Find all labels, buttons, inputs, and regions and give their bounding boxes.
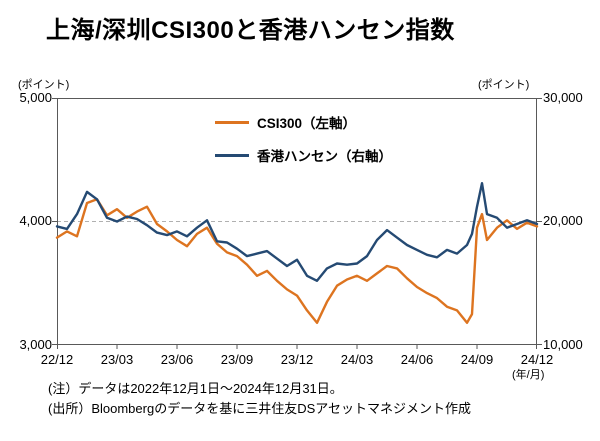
line-CSI300	[55, 198, 539, 324]
x-axis-tick: 24/09	[460, 352, 494, 367]
right-axis-tick: 20,000	[543, 213, 583, 228]
legend-label: 香港ハンセン（右軸）	[257, 149, 392, 164]
hangseng-line-swatch	[215, 153, 249, 157]
x-axis-tick: 23/06	[160, 352, 194, 367]
series-lines	[55, 182, 539, 324]
x-axis-tick: 23/03	[100, 352, 134, 367]
right-axis-tick: 30,000	[543, 90, 583, 105]
footnote-source: (出所）Bloombergのデータを基に三井住友DSアセットマネジメント作成	[48, 401, 471, 416]
x-axis-tick: 23/09	[220, 352, 254, 367]
right-axis-unit-label: (ポイント)	[478, 79, 530, 91]
page-title: 上海/深圳CSI300と香港ハンセン指数	[46, 17, 455, 44]
plot-area	[52, 98, 542, 349]
left-axis-tick: 3,000	[19, 337, 52, 352]
legend-item-hangseng: 香港ハンセン（右軸）	[215, 146, 392, 164]
x-axis-tick: 23/12	[280, 352, 314, 367]
left-axis-tick: 4,000	[19, 213, 52, 228]
x-axis-tick: 24/03	[340, 352, 374, 367]
csi300-line-swatch	[215, 120, 249, 124]
right-axis-tick: 10,000	[543, 337, 583, 352]
x-axis-tick: 24/06	[400, 352, 434, 367]
footnote-data-period: (注）データは2022年12月1日～2024年12月31日。	[48, 381, 343, 396]
x-axis-unit-label: (年/月)	[512, 369, 545, 381]
left-axis-unit-label: (ポイント)	[18, 79, 70, 91]
plot-svg	[52, 98, 542, 349]
legend-label: CSI300（左軸）	[257, 116, 357, 131]
x-axis-tick: 24/12	[520, 352, 554, 367]
x-axis-tick: 22/12	[40, 352, 74, 367]
line-香港ハンセン	[55, 182, 539, 282]
legend-item-csi300: CSI300（左軸）	[215, 113, 356, 131]
left-axis-tick: 5,000	[19, 90, 52, 105]
